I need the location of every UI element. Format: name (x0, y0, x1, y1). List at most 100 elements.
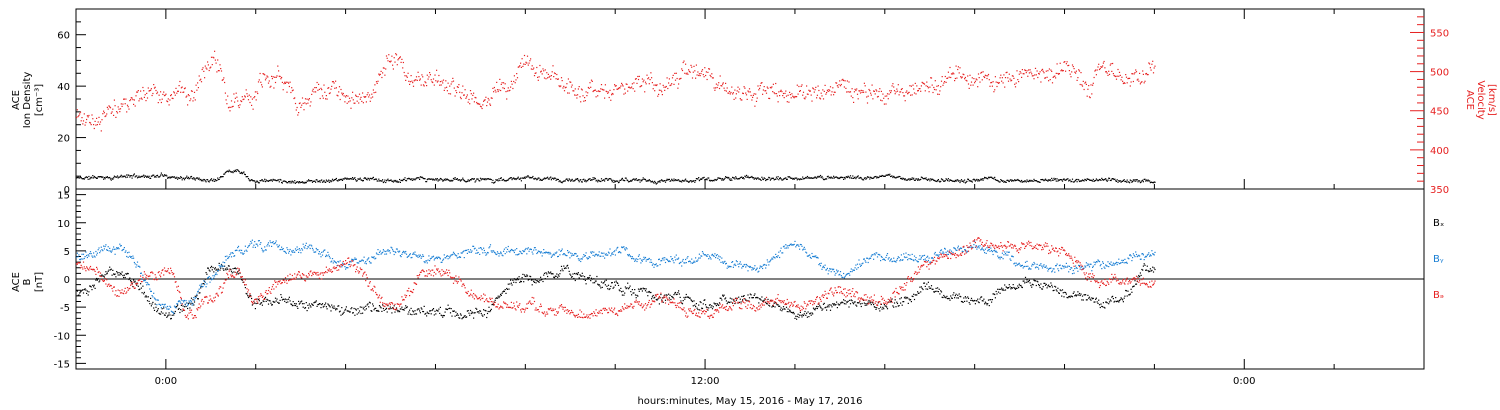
data-point (873, 304, 875, 306)
data-point (1151, 269, 1153, 271)
data-point (1152, 182, 1155, 184)
data-point (1051, 286, 1054, 288)
data-point (575, 273, 577, 275)
data-point (387, 60, 389, 62)
data-point (707, 71, 709, 73)
data-point (549, 75, 551, 77)
data-point (218, 178, 220, 180)
data-point (1120, 79, 1122, 81)
data-point (1017, 285, 1019, 287)
data-point (1053, 177, 1055, 179)
data-point (230, 270, 233, 272)
data-point (328, 256, 330, 258)
data-point (122, 274, 124, 277)
data-point (465, 249, 467, 251)
data-point (1124, 180, 1126, 183)
data-point (813, 308, 815, 310)
data-point (296, 106, 298, 109)
data-point (262, 300, 264, 302)
data-point (850, 299, 852, 301)
data-point (1038, 181, 1040, 183)
data-point (1149, 67, 1151, 69)
data-point (674, 291, 677, 294)
data-point (1137, 78, 1139, 80)
data-point (999, 292, 1001, 294)
data-point (468, 98, 470, 101)
data-point (482, 178, 484, 180)
data-point (714, 89, 716, 91)
data-point (1080, 72, 1082, 74)
data-point (1011, 179, 1013, 181)
data-point (428, 312, 430, 315)
data-point (423, 178, 425, 180)
data-point (585, 91, 587, 93)
data-point (98, 176, 100, 178)
data-point (345, 308, 347, 310)
data-point (661, 91, 663, 93)
data-point (301, 303, 304, 305)
data-point (244, 96, 246, 98)
data-point (1086, 299, 1088, 301)
data-point (955, 293, 957, 295)
data-point (672, 180, 674, 182)
data-point (741, 99, 743, 101)
data-point (291, 303, 293, 305)
data-point (968, 87, 970, 89)
data-point (486, 178, 489, 180)
data-point (249, 101, 251, 104)
data-point (1048, 286, 1050, 288)
data-point (697, 308, 699, 311)
data-point (327, 303, 329, 305)
data-point (278, 244, 280, 246)
data-point (941, 296, 943, 298)
data-point (929, 287, 931, 289)
data-point (1098, 178, 1101, 181)
data-point (928, 91, 930, 93)
data-point (693, 65, 695, 67)
data-point (744, 298, 746, 300)
data-point (1079, 83, 1081, 86)
data-point (184, 304, 186, 306)
data-point (765, 302, 768, 305)
data-point (376, 82, 378, 84)
data-point (392, 308, 394, 310)
data-point (570, 252, 572, 254)
data-point (96, 254, 98, 256)
data-point (335, 177, 337, 180)
data-point (747, 175, 749, 177)
data-point (752, 297, 754, 299)
data-point (544, 252, 546, 254)
data-point (212, 275, 214, 277)
data-point (777, 304, 779, 306)
data-point (1007, 77, 1009, 79)
data-point (229, 170, 231, 172)
data-point (625, 83, 627, 85)
data-point (701, 178, 703, 180)
data-point (257, 182, 260, 184)
data-point (273, 179, 275, 181)
data-point (103, 112, 105, 114)
data-point (294, 248, 297, 250)
data-point (711, 77, 714, 79)
data-point (1102, 306, 1104, 308)
data-point (97, 176, 99, 178)
data-point (210, 279, 213, 281)
data-point (969, 303, 971, 305)
data-point (484, 309, 486, 312)
data-point (190, 303, 192, 305)
data-point (79, 113, 81, 115)
data-point (946, 179, 948, 181)
data-point (459, 179, 461, 181)
data-point (245, 249, 247, 251)
data-point (294, 303, 296, 305)
data-point (1139, 180, 1141, 182)
data-point (1071, 180, 1073, 182)
data-point (606, 285, 608, 287)
data-point (372, 257, 374, 259)
data-point (88, 114, 90, 117)
data-point (491, 97, 493, 99)
data-point (547, 178, 549, 180)
data-point (933, 88, 936, 91)
data-point (1132, 73, 1134, 75)
data-point (133, 173, 135, 175)
